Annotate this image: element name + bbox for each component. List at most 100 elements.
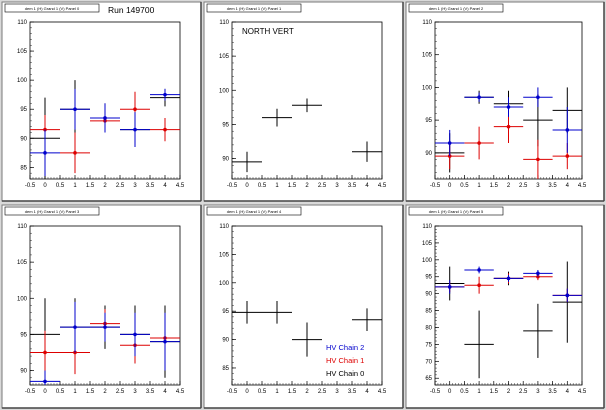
x-tick-label: 4: [365, 389, 369, 395]
x-tick-label: 4.5: [378, 389, 387, 395]
y-tick-label: 100: [219, 88, 230, 94]
data-point: [477, 268, 481, 272]
x-tick-label: 1.5: [490, 389, 499, 395]
x-tick-label: 2: [103, 183, 107, 189]
x-tick-label: 4.5: [176, 389, 185, 395]
x-tick-label: 0: [448, 183, 452, 189]
chart-title: dem 1 (H) Grand 1 (V) Panel 0: [25, 6, 80, 11]
x-tick-label: 2: [305, 389, 309, 395]
x-tick-label: -0.5: [25, 183, 36, 189]
chart-annotation: NORTH VERT: [242, 27, 294, 36]
x-tick-label: -0.5: [430, 389, 441, 395]
x-tick-label: 3: [536, 389, 540, 395]
data-point: [477, 141, 481, 145]
chart-panel-2: dem 1 (H) Grand 1 (V) Panel 2 -0.5 0 0.5 1 1.…: [405, 1, 605, 202]
chart-title: dem 1 (H) Grand 1 (V) Panel 5: [429, 209, 484, 214]
x-tick-label: 3: [133, 389, 137, 395]
data-point: [43, 350, 47, 355]
x-tick-label: 0: [43, 389, 47, 395]
y-tick-label: 105: [219, 54, 230, 60]
x-tick-label: 2: [305, 183, 309, 189]
data-point: [536, 271, 540, 276]
y-tick-label: 110: [219, 20, 229, 26]
y-tick-label: 100: [17, 78, 28, 84]
data-point: [43, 151, 47, 155]
y-tick-label: 100: [422, 85, 433, 91]
x-tick-label: 0.5: [258, 183, 267, 189]
legend-entry: HV Chain 0: [326, 369, 364, 378]
x-tick-label: -0.5: [430, 183, 441, 189]
x-tick-label: 1.5: [288, 389, 297, 395]
x-tick-label: 2.5: [318, 389, 327, 395]
x-tick-label: 2: [507, 183, 511, 189]
data-point: [536, 157, 540, 162]
x-tick-label: 3.5: [548, 183, 557, 189]
x-tick-label: 2: [507, 389, 511, 395]
x-tick-label: 2.5: [519, 389, 528, 395]
chart-title-box: [408, 3, 504, 13]
y-tick-label: 110: [422, 224, 432, 230]
data-point: [73, 350, 77, 355]
chart-title-box: [408, 206, 504, 216]
data-point: [565, 154, 570, 158]
x-tick-label: 0.5: [56, 389, 65, 395]
legend-entry: HV Chain 1: [326, 356, 364, 365]
x-tick-label: 1: [73, 183, 77, 189]
data-point: [73, 151, 77, 155]
y-tick-label: 95: [425, 275, 432, 281]
x-tick-label: 4: [163, 389, 167, 395]
chart-panel-1: dem 1 (H) Grand 1 (V) Panel 1 -0.5 0 0.5 1 1.…: [203, 1, 404, 202]
x-tick-label: 3.5: [548, 389, 557, 395]
y-tick-label: 85: [20, 165, 27, 171]
x-tick-label: 1.5: [86, 389, 95, 395]
y-tick-label: 100: [219, 281, 230, 287]
data-point: [536, 95, 540, 100]
data-point: [506, 276, 511, 281]
data-point: [565, 128, 570, 132]
y-tick-label: 70: [425, 359, 432, 365]
x-tick-label: 4.5: [578, 389, 587, 395]
data-point: [133, 332, 137, 337]
x-tick-label: 0: [448, 389, 452, 395]
panel-frame: [1, 1, 202, 202]
y-tick-label: 110: [219, 224, 229, 230]
x-tick-label: 3: [133, 183, 137, 189]
x-tick-label: 2.5: [519, 183, 528, 189]
x-tick-label: 3.5: [146, 183, 155, 189]
data-point: [506, 124, 511, 129]
x-tick-label: 1: [73, 389, 77, 395]
panel-frame: [203, 204, 404, 409]
x-tick-label: 1: [477, 183, 481, 189]
chart-panel-4: dem 1 (H) Grand 1 (V) Panel 4 -0.5 0 0.5 1 1.…: [203, 204, 404, 409]
y-tick-label: 85: [425, 309, 432, 315]
y-tick-label: 65: [425, 376, 432, 382]
x-tick-label: 1: [477, 389, 481, 395]
x-tick-label: 1: [275, 389, 279, 395]
chart-title: dem 1 (H) Grand 1 (V) Panel 4: [227, 209, 282, 214]
x-tick-label: 3: [335, 389, 339, 395]
x-tick-label: 1.5: [86, 183, 95, 189]
x-tick-label: 1: [275, 183, 279, 189]
x-tick-label: 1.5: [288, 183, 297, 189]
chart-title: dem 1 (H) Grand 1 (V) Panel 3: [25, 209, 80, 214]
y-tick-label: 110: [17, 20, 27, 26]
chart-panel-5: dem 1 (H) Grand 1 (V) Panel 5 -0.5 0 0.5 1 1.…: [405, 204, 605, 409]
x-tick-label: 4: [365, 183, 369, 189]
y-tick-label: 90: [20, 136, 27, 142]
data-point: [163, 127, 167, 132]
x-tick-label: 2.5: [116, 183, 125, 189]
x-tick-label: 0.5: [460, 389, 469, 395]
x-tick-label: -0.5: [25, 389, 36, 395]
x-tick-label: -0.5: [227, 389, 238, 395]
x-tick-label: -0.5: [227, 183, 238, 189]
y-tick-label: 105: [17, 260, 28, 266]
x-tick-label: 2.5: [318, 183, 327, 189]
y-tick-label: 105: [422, 53, 433, 59]
chart-title-box: [206, 3, 302, 13]
panel-frame: [405, 204, 605, 409]
data-point: [103, 116, 107, 120]
y-tick-label: 80: [425, 325, 432, 331]
y-tick-label: 110: [422, 20, 432, 26]
y-tick-label: 90: [425, 292, 432, 298]
